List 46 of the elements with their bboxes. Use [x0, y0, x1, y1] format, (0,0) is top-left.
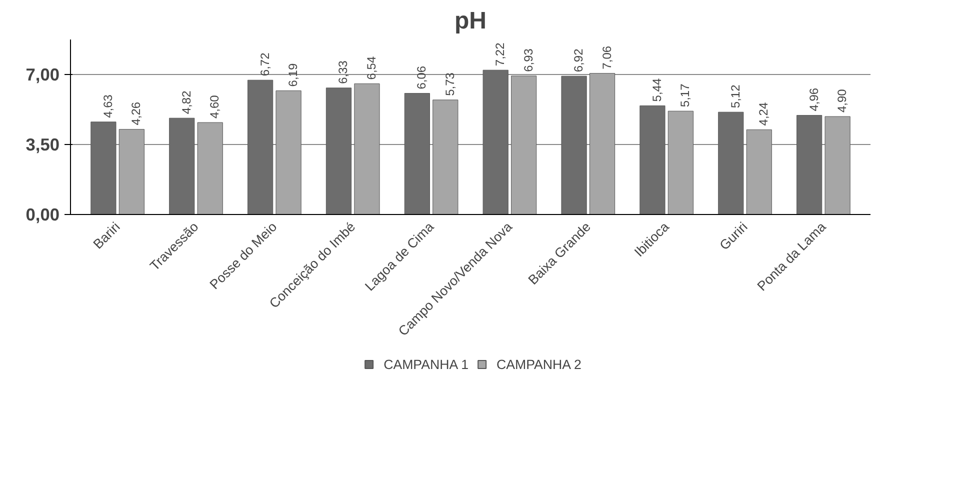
bar — [118, 129, 144, 214]
data-label: 4,96 — [806, 88, 821, 112]
data-label: 5,17 — [678, 83, 692, 108]
data-label: 5,12 — [728, 84, 742, 108]
y-tick-label: 0,00 — [26, 204, 60, 224]
data-label: 7,06 — [600, 46, 614, 70]
bar — [589, 73, 616, 214]
data-label: 6,54 — [364, 56, 378, 80]
legend-label: CAMPANHA 1 — [384, 356, 468, 372]
bar — [668, 110, 694, 214]
bar — [404, 93, 430, 214]
bar — [511, 76, 537, 214]
y-tick-label: 7,00 — [26, 64, 60, 84]
bar — [326, 88, 352, 214]
data-label: 6,06 — [414, 66, 429, 90]
bar — [354, 83, 380, 214]
bar — [718, 112, 744, 214]
data-label: 6,92 — [572, 48, 586, 72]
data-label: 4,90 — [835, 88, 850, 112]
bar — [432, 100, 458, 214]
bar — [746, 129, 772, 214]
bar — [90, 122, 116, 214]
data-label: 5,44 — [650, 78, 664, 102]
bar — [169, 118, 195, 214]
bar — [482, 70, 508, 214]
legend-label: CAMPANHA 2 — [496, 356, 582, 372]
chart-title: pH — [454, 8, 487, 34]
data-label: 6,19 — [286, 63, 300, 87]
bar — [796, 115, 822, 214]
y-tick-label: 3,50 — [26, 134, 60, 154]
bar — [561, 76, 587, 214]
bar — [248, 80, 274, 214]
data-label: 6,93 — [521, 48, 536, 72]
bar — [276, 90, 302, 214]
data-label: 6,33 — [336, 60, 350, 84]
data-label: 4,63 — [100, 94, 115, 118]
bar — [640, 105, 666, 214]
bar — [197, 122, 223, 214]
bar — [824, 116, 850, 214]
data-label: 5,73 — [442, 72, 457, 96]
data-label: 4,24 — [756, 102, 771, 126]
data-label: 4,26 — [129, 102, 144, 126]
data-label: 4,60 — [208, 94, 222, 118]
data-label: 7,22 — [493, 42, 508, 66]
data-label: 4,82 — [179, 90, 194, 114]
data-label: 6,72 — [258, 52, 272, 76]
